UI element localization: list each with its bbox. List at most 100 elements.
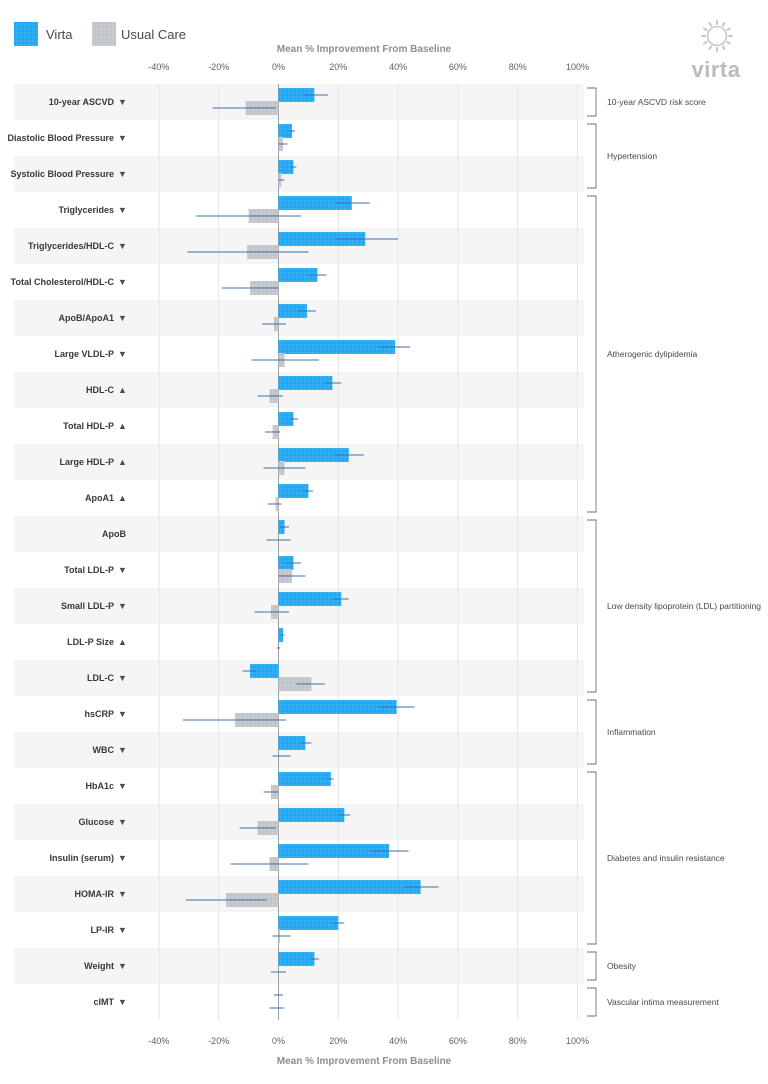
bar-virta[interactable] (278, 304, 307, 318)
arrow-down-icon: ▼ (118, 925, 127, 935)
row-label: hsCRP (84, 709, 114, 719)
group-bracket (587, 123, 597, 189)
bar-virta[interactable] (278, 340, 396, 354)
row-label: ApoA1 (85, 493, 114, 503)
x-tick-label-bottom: 20% (329, 1036, 347, 1046)
group-label: Obesity (607, 961, 637, 971)
x-axis-title-top: Mean % Improvement From Baseline (277, 44, 452, 55)
group-bracket (587, 771, 597, 945)
legend: Virta Usual Care (14, 22, 186, 46)
bar-virta[interactable] (278, 412, 294, 426)
bar-virta[interactable] (278, 628, 283, 642)
bar-virta[interactable] (278, 592, 342, 606)
legend-swatch-usual-care (92, 22, 116, 46)
bar-virta[interactable] (278, 880, 421, 894)
bar-virta[interactable] (278, 160, 294, 174)
row-label: Glucose (78, 817, 114, 827)
arrow-down-icon: ▼ (118, 313, 127, 323)
bars (182, 88, 439, 1009)
row-labels: 10-year ASCVD ▼Diastolic Blood Pressure ▼S… (7, 97, 126, 1007)
group-label: Low density lipoprotein (LDL) partitioni… (607, 601, 761, 611)
row-label: Triglycerides/HDL-C (28, 241, 115, 251)
row-label: Insulin (serum) (49, 853, 114, 863)
group-bracket (587, 987, 597, 1017)
row-label: ApoB/ApoA1 (59, 313, 115, 323)
legend-item-virta[interactable]: Virta (14, 22, 73, 46)
bar-virta[interactable] (278, 232, 366, 246)
arrow-down-icon: ▼ (118, 709, 127, 719)
arrow-down-icon: ▼ (118, 817, 127, 827)
arrow-up-icon: ▲ (118, 385, 127, 395)
legend-item-usual-care[interactable]: Usual Care (92, 22, 186, 46)
bar-virta[interactable] (278, 88, 315, 102)
row-label: Small LDL-P (61, 601, 114, 611)
arrow-down-icon: ▼ (118, 601, 127, 611)
arrow-down-icon: ▼ (118, 169, 127, 179)
bar-virta[interactable] (278, 808, 345, 822)
bar-usual-care[interactable] (278, 677, 312, 691)
legend-swatch-virta (14, 22, 38, 46)
arrow-down-icon: ▼ (118, 853, 127, 863)
arrow-down-icon: ▼ (118, 889, 127, 899)
arrow-down-icon: ▼ (118, 277, 127, 287)
group-label: Inflammation (607, 727, 656, 737)
group-label: Hypertension (607, 151, 657, 161)
x-tick-label-bottom: -40% (148, 1036, 169, 1046)
bar-virta[interactable] (278, 268, 318, 282)
bar-virta[interactable] (278, 916, 339, 930)
x-axis-title-bottom: Mean % Improvement From Baseline (277, 1056, 452, 1067)
bar-virta[interactable] (278, 700, 397, 714)
group-bracket (587, 195, 597, 513)
group-bracket (587, 87, 597, 117)
row-label: HDL-C (86, 385, 114, 395)
x-tick-label-bottom: 40% (389, 1036, 407, 1046)
arrow-down-icon: ▼ (118, 565, 127, 575)
bar-virta[interactable] (278, 772, 331, 786)
x-tick-label-top: 100% (566, 62, 589, 72)
group-bracket (587, 699, 597, 765)
x-axis-ticks: -40% -40% -20% -20% 0% 0% 20% 20% 40% 40% 60% 60% 80… (148, 62, 589, 1046)
bar-virta[interactable] (278, 448, 349, 462)
row-label: LP-IR (91, 925, 115, 935)
row-label: Total Cholesterol/HDL-C (11, 277, 115, 287)
arrow-up-icon: ▲ (118, 421, 127, 431)
bar-virta[interactable] (278, 484, 309, 498)
bar-virta[interactable] (278, 556, 294, 570)
bar-virta[interactable] (278, 124, 292, 138)
bar-virta[interactable] (250, 664, 279, 678)
x-tick-label-top: 20% (329, 62, 347, 72)
x-tick-label-top: 60% (449, 62, 467, 72)
row-label: WBC (93, 745, 115, 755)
row-label: Large HDL-P (59, 457, 114, 467)
bar-virta[interactable] (278, 196, 352, 210)
row-label: HbA1c (85, 781, 114, 791)
legend-label-usual-care: Usual Care (121, 27, 186, 42)
group-bracket (587, 951, 597, 981)
arrow-down-icon: ▼ (118, 97, 127, 107)
bar-virta[interactable] (278, 952, 315, 966)
x-tick-label-bottom: 0% (272, 1036, 285, 1046)
bar-virta[interactable] (278, 736, 306, 750)
arrow-down-icon: ▼ (118, 997, 127, 1007)
row-label: Total HDL-P (63, 421, 114, 431)
arrow-up-icon: ▲ (118, 493, 127, 503)
bar-virta[interactable] (278, 376, 333, 390)
row-label: Diastolic Blood Pressure (7, 133, 114, 143)
group-label: Vascular intima measurement (607, 997, 719, 1007)
arrow-down-icon: ▼ (118, 349, 127, 359)
group-label: Atherogenic dylipidemia (607, 349, 698, 359)
row-label: LDL-C (87, 673, 114, 683)
row-label: Large VLDL-P (54, 349, 114, 359)
x-tick-label-bottom: 100% (566, 1036, 589, 1046)
arrow-down-icon: ▼ (118, 781, 127, 791)
x-tick-label-top: 80% (509, 62, 527, 72)
row-label: Systolic Blood Pressure (10, 169, 114, 179)
arrow-down-icon: ▼ (118, 745, 127, 755)
arrow-down-icon: ▼ (118, 673, 127, 683)
bar-virta[interactable] (278, 844, 390, 858)
row-label: ApoB (102, 529, 126, 539)
group-label: Diabetes and insulin resistance (607, 853, 725, 863)
row-stripe (14, 156, 584, 192)
row-stripe (14, 516, 584, 552)
